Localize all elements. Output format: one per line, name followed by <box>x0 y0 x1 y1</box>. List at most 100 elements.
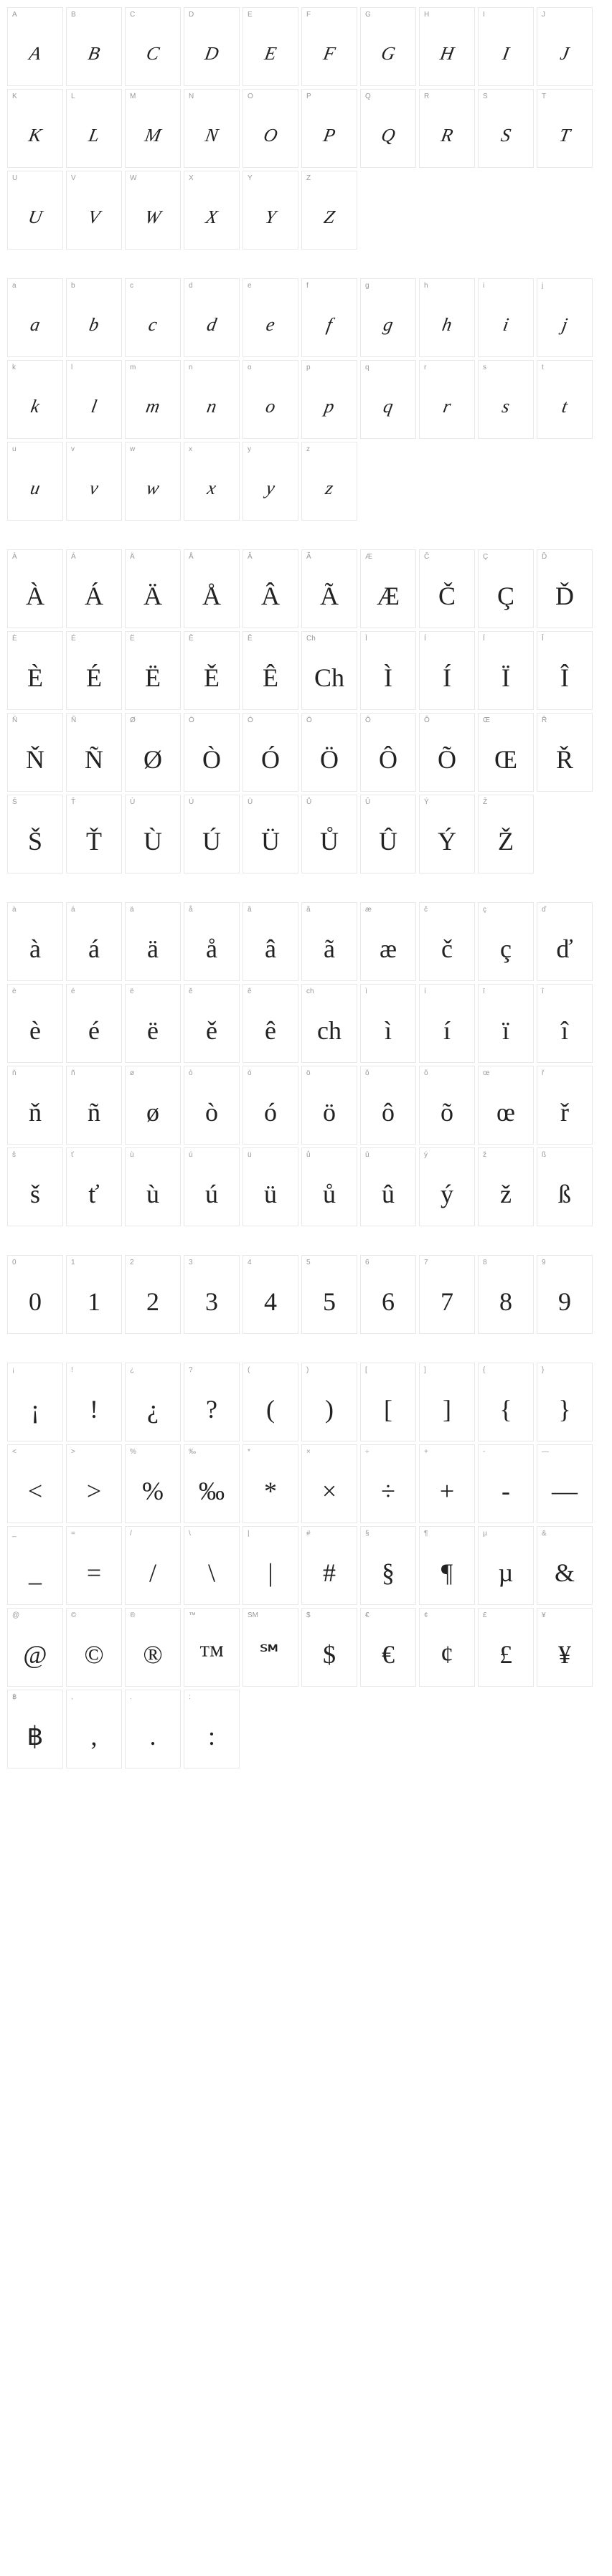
glyph-cell[interactable]: ™™ <box>184 1608 240 1687</box>
glyph-cell[interactable]: ++ <box>419 1444 475 1523</box>
glyph-cell[interactable]: bb <box>66 278 122 357</box>
glyph-cell[interactable]: ÅÅ <box>184 549 240 628</box>
glyph-cell[interactable]: 00 <box>7 1255 63 1334</box>
glyph-cell[interactable]: ØØ <box>125 713 181 792</box>
glyph-cell[interactable]: >> <box>66 1444 122 1523</box>
glyph-cell[interactable]: ÚÚ <box>184 795 240 873</box>
glyph-cell[interactable]: ÂÂ <box>243 549 298 628</box>
glyph-cell[interactable]: 55 <box>301 1255 357 1334</box>
glyph-cell[interactable]: žž <box>478 1147 534 1226</box>
glyph-cell[interactable]: ** <box>243 1444 298 1523</box>
glyph-cell[interactable]: àà <box>7 902 63 981</box>
glyph-cell[interactable]: ÷÷ <box>360 1444 416 1523</box>
glyph-cell[interactable]: VV <box>66 171 122 250</box>
glyph-cell[interactable]: ChCh <box>301 631 357 710</box>
glyph-cell[interactable]: ůů <box>301 1147 357 1226</box>
glyph-cell[interactable]: çç <box>478 902 534 981</box>
glyph-cell[interactable]: êê <box>243 984 298 1063</box>
glyph-cell[interactable]: §§ <box>360 1526 416 1605</box>
glyph-cell[interactable]: ÒÒ <box>184 713 240 792</box>
glyph-cell[interactable]: @@ <box>7 1608 63 1687</box>
glyph-cell[interactable]: PP <box>301 89 357 168</box>
glyph-cell[interactable]: kk <box>7 360 63 439</box>
glyph-cell[interactable]: ÛÛ <box>360 795 416 873</box>
glyph-cell[interactable]: $$ <box>301 1608 357 1687</box>
glyph-cell[interactable]: GG <box>360 7 416 86</box>
glyph-cell[interactable]: II <box>478 7 534 86</box>
glyph-cell[interactable]: œœ <box>478 1066 534 1145</box>
glyph-cell[interactable]: == <box>66 1526 122 1605</box>
glyph-cell[interactable]: BB <box>66 7 122 86</box>
glyph-cell[interactable]: ¶¶ <box>419 1526 475 1605</box>
glyph-cell[interactable]: ññ <box>66 1066 122 1145</box>
glyph-cell[interactable]: ââ <box>243 902 298 981</box>
glyph-cell[interactable]: OO <box>243 89 298 168</box>
glyph-cell[interactable]: XX <box>184 171 240 250</box>
glyph-cell[interactable]: || <box>243 1526 298 1605</box>
glyph-cell[interactable]: ¢¢ <box>419 1608 475 1687</box>
glyph-cell[interactable]: -- <box>478 1444 534 1523</box>
glyph-cell[interactable]: ùù <box>125 1147 181 1226</box>
glyph-cell[interactable]: ×× <box>301 1444 357 1523</box>
glyph-cell[interactable]: ěě <box>184 984 240 1063</box>
glyph-cell[interactable]: ## <box>301 1526 357 1605</box>
glyph-cell[interactable]: ÕÕ <box>419 713 475 792</box>
glyph-cell[interactable]: CC <box>125 7 181 86</box>
glyph-cell[interactable]: ïï <box>478 984 534 1063</box>
glyph-cell[interactable]: UU <box>7 171 63 250</box>
glyph-cell[interactable]: ฿฿ <box>7 1690 63 1768</box>
glyph-cell[interactable]: ZZ <box>301 171 357 250</box>
glyph-cell[interactable]: čč <box>419 902 475 981</box>
glyph-cell[interactable]: ÈÈ <box>7 631 63 710</box>
glyph-cell[interactable]: ďď <box>537 902 593 981</box>
glyph-cell[interactable]: ĎĎ <box>537 549 593 628</box>
glyph-cell[interactable]: òò <box>184 1066 240 1145</box>
glyph-cell[interactable]: zz <box>301 442 357 521</box>
glyph-cell[interactable]: TT <box>537 89 593 168</box>
glyph-cell[interactable]: MM <box>125 89 181 168</box>
glyph-cell[interactable]: ŠŠ <box>7 795 63 873</box>
glyph-cell[interactable]: )) <box>301 1363 357 1441</box>
glyph-cell[interactable]: ÔÔ <box>360 713 416 792</box>
glyph-cell[interactable]: ÎÎ <box>537 631 593 710</box>
glyph-cell[interactable]: ll <box>66 360 122 439</box>
glyph-cell[interactable]: ŮŮ <box>301 795 357 873</box>
glyph-cell[interactable]: ÖÖ <box>301 713 357 792</box>
glyph-cell[interactable]: ©© <box>66 1608 122 1687</box>
glyph-cell[interactable]: ßß <box>537 1147 593 1226</box>
glyph-cell[interactable]: ÄÄ <box>125 549 181 628</box>
glyph-cell[interactable]: ňň <box>7 1066 63 1145</box>
glyph-cell[interactable]: __ <box>7 1526 63 1605</box>
glyph-cell[interactable]: óó <box>243 1066 298 1145</box>
glyph-cell[interactable]: DD <box>184 7 240 86</box>
glyph-cell[interactable]: hh <box>419 278 475 357</box>
glyph-cell[interactable]: èè <box>7 984 63 1063</box>
glyph-cell[interactable]: aa <box>7 278 63 357</box>
glyph-cell[interactable]: uu <box>7 442 63 521</box>
glyph-cell[interactable]: 99 <box>537 1255 593 1334</box>
glyph-cell[interactable]: íí <box>419 984 475 1063</box>
glyph-cell[interactable]: cc <box>125 278 181 357</box>
glyph-cell[interactable]: JJ <box>537 7 593 86</box>
glyph-cell[interactable]: öö <box>301 1066 357 1145</box>
glyph-cell[interactable]: FF <box>301 7 357 86</box>
glyph-cell[interactable]: gg <box>360 278 416 357</box>
glyph-cell[interactable]: ËË <box>125 631 181 710</box>
glyph-cell[interactable]: vv <box>66 442 122 521</box>
glyph-cell[interactable]: ûû <box>360 1147 416 1226</box>
glyph-cell[interactable]: jj <box>537 278 593 357</box>
glyph-cell[interactable]: yy <box>243 442 298 521</box>
glyph-cell[interactable]: KK <box>7 89 63 168</box>
glyph-cell[interactable]: ÆÆ <box>360 549 416 628</box>
glyph-cell[interactable]: ČČ <box>419 549 475 628</box>
glyph-cell[interactable]: WW <box>125 171 181 250</box>
glyph-cell[interactable]: ÝÝ <box>419 795 475 873</box>
glyph-cell[interactable]: åå <box>184 902 240 981</box>
glyph-cell[interactable]: ÜÜ <box>243 795 298 873</box>
glyph-cell[interactable]: ÉÉ <box>66 631 122 710</box>
glyph-cell[interactable]: ëë <box>125 984 181 1063</box>
glyph-cell[interactable]: €€ <box>360 1608 416 1687</box>
glyph-cell[interactable]: && <box>537 1526 593 1605</box>
glyph-cell[interactable]: øø <box>125 1066 181 1145</box>
glyph-cell[interactable]: ŇŇ <box>7 713 63 792</box>
